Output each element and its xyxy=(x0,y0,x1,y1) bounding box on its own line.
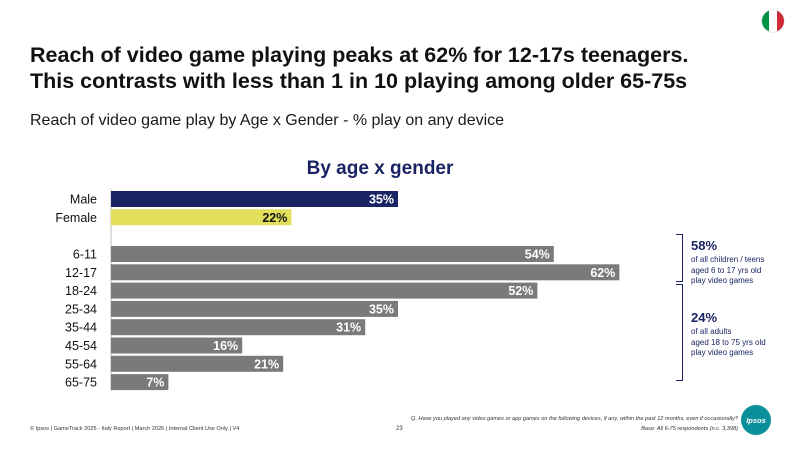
bar-age-5 xyxy=(111,337,243,354)
children-note-value: 58% xyxy=(691,238,718,253)
flag-green-stripe xyxy=(762,10,770,32)
children-note-line-1: of all children / teens xyxy=(691,255,765,264)
bar-chart: Male 35% Female 22% 6-11 54% 12-17 62% 18-24 52% 2… xyxy=(55,189,620,391)
bar-gender-1 xyxy=(111,209,292,226)
data-label: 52% xyxy=(508,284,533,298)
category-label: 35-44 xyxy=(65,321,97,335)
ipsos-logo: Ipsos xyxy=(741,405,771,435)
title-line-2: This contrasts with less than 1 in 10 pl… xyxy=(30,69,688,93)
data-label: 62% xyxy=(590,266,615,280)
children-note-line-3: play video games xyxy=(691,276,754,285)
data-label: 22% xyxy=(262,211,287,225)
bar-age-6 xyxy=(111,355,284,372)
page-subtitle: Reach of video game play by Age x Gender… xyxy=(30,112,505,129)
category-label: 65-75 xyxy=(65,376,97,390)
children-note-line-2: aged 6 to 17 yrs old xyxy=(691,265,762,275)
bar-age-7 xyxy=(111,374,169,391)
adults-bracket xyxy=(676,284,683,381)
bar-age-0 xyxy=(111,246,554,262)
category-label: Female xyxy=(55,211,97,225)
page-number: 23 xyxy=(396,426,403,432)
data-label: 54% xyxy=(525,248,550,262)
data-label: 16% xyxy=(213,339,238,353)
adults-note: 24% of all adults aged 18 to 75 yrs old … xyxy=(691,310,766,359)
title-line-1: Reach of video game playing peaks at 62%… xyxy=(30,43,689,67)
children-note-text: of all children / teens aged 6 to 17 yrs… xyxy=(691,255,764,287)
adults-note-line-1: of all adults xyxy=(691,327,732,336)
adults-note-line-3: play video games xyxy=(691,348,754,357)
italy-flag-icon xyxy=(762,10,784,32)
data-label: 35% xyxy=(369,193,394,207)
bar-gender-0 xyxy=(111,191,398,207)
category-label: 25-34 xyxy=(65,302,97,316)
bar-age-2 xyxy=(111,282,538,299)
footer-question: Q. Have you played any video games or ap… xyxy=(410,416,738,422)
category-label: 55-64 xyxy=(65,357,97,371)
data-label: 31% xyxy=(336,321,361,335)
footer-copyright: © Ipsos | GameTrack 2025 - Italy Report … xyxy=(30,426,240,432)
category-label: Male xyxy=(70,193,97,207)
children-bracket xyxy=(676,234,683,282)
data-label: 21% xyxy=(254,357,279,371)
data-label: 7% xyxy=(146,376,164,390)
flag-white-stripe xyxy=(769,10,777,32)
flag-red-stripe xyxy=(776,10,784,32)
bar-age-1 xyxy=(111,264,620,281)
chart-title: By age x gender xyxy=(306,158,454,179)
footer-base: Base: All 6-75 respondents (n.c. 3,398) xyxy=(641,426,738,432)
adults-note-value: 24% xyxy=(691,310,718,325)
data-label: 35% xyxy=(369,302,394,316)
adults-note-line-2: aged 18 to 75 yrs old xyxy=(691,337,766,347)
category-label: 12-17 xyxy=(65,266,97,280)
category-label: 6-11 xyxy=(73,248,97,262)
bar-age-4 xyxy=(111,319,366,336)
page-title: Reach of video game playing peaks at 62%… xyxy=(30,42,770,94)
category-label: 45-54 xyxy=(65,339,97,353)
bar-age-3 xyxy=(111,300,398,317)
children-note: 58% of all children / teens aged 6 to 17… xyxy=(691,238,764,287)
adults-note-text: of all adults aged 18 to 75 yrs old play… xyxy=(691,327,766,359)
category-label: 18-24 xyxy=(65,284,97,298)
